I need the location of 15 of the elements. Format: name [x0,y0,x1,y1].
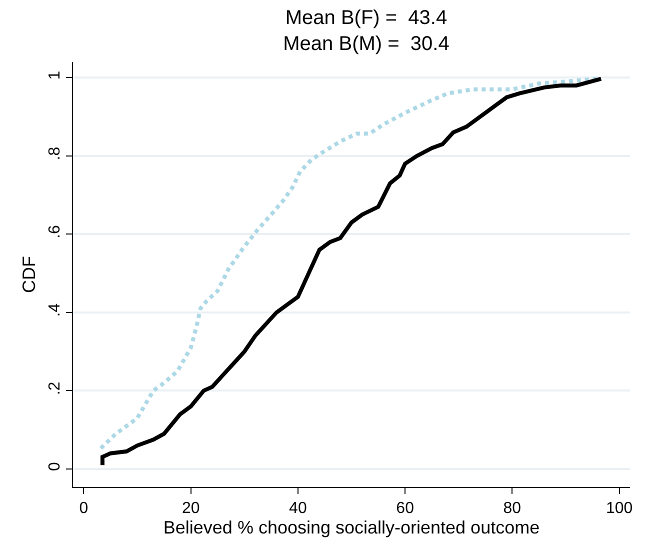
x-tick-label: 20 [182,500,200,518]
y-tick-label: .6 [46,225,64,238]
y-tick-label: .8 [46,146,64,160]
x-tick-label: 0 [79,500,88,518]
y-tick-label: .4 [46,303,64,317]
x-axis-title: Believed % choosing socially-oriented outcome [163,517,540,538]
x-tick-label: 60 [396,500,414,518]
y-tick-label: 1 [46,70,64,80]
x-tick-label: 100 [606,500,633,518]
y-axis-title: CDF [18,256,39,293]
y-tick-label: 0 [46,462,64,472]
x-tick-label: 80 [503,500,522,518]
x-tick-label: 40 [289,500,307,518]
y-tick-label: .2 [46,382,64,395]
chart-title: Mean B(F) = 43.4 Mean B(M) = 30.4 [283,7,450,55]
